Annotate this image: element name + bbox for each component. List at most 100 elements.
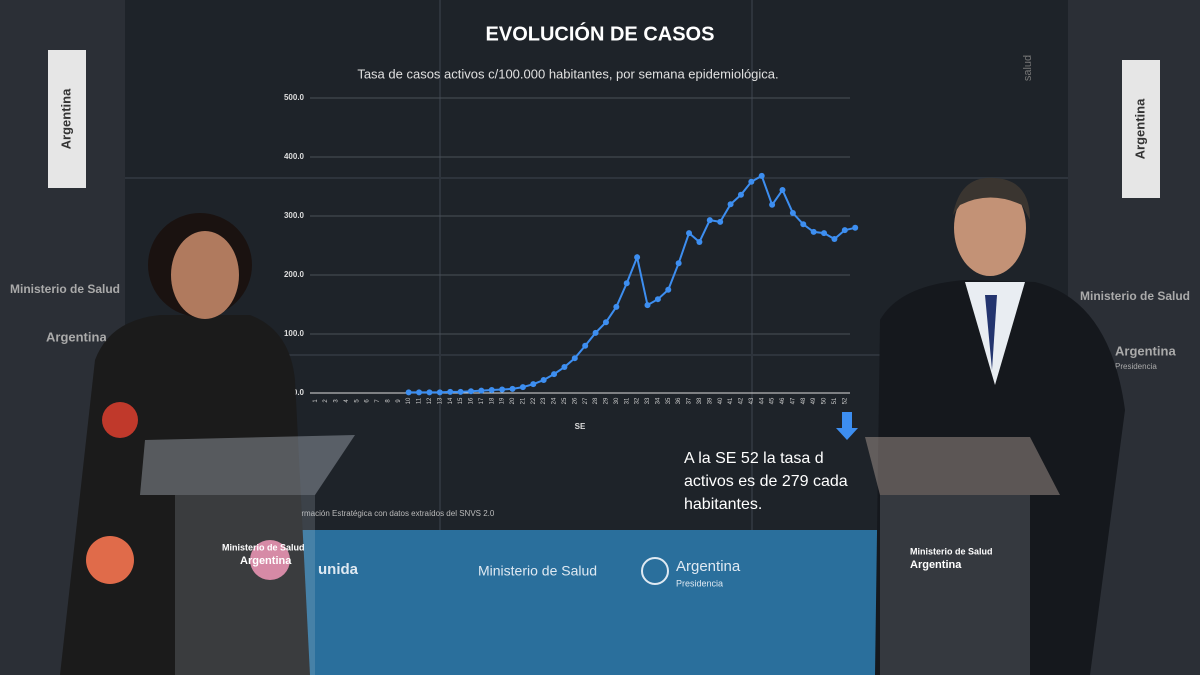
logo-plate — [1122, 60, 1160, 198]
x-tick-label: 43 — [749, 397, 755, 404]
data-point — [654, 296, 661, 303]
data-point — [737, 191, 744, 198]
data-point — [478, 387, 485, 394]
annotation: A la SE 52 la tasa d — [684, 450, 824, 467]
data-point — [509, 385, 516, 392]
dress-pattern — [86, 536, 134, 584]
x-tick-label: 52 — [842, 397, 848, 404]
x-tick-label: 48 — [801, 397, 807, 404]
data-point — [561, 364, 568, 371]
x-tick-label: 10 — [406, 397, 412, 404]
data-point — [789, 210, 796, 217]
lectern-label: Ministerio de Salud — [222, 542, 305, 552]
x-tick-label: 5 — [354, 399, 360, 403]
data-point — [540, 377, 547, 384]
data-point — [675, 260, 682, 267]
x-tick-label: 7 — [375, 399, 381, 403]
data-point — [758, 172, 765, 179]
chart-title: EVOLUCIÓN DE CASOS — [486, 21, 715, 45]
x-tick-label: 46 — [780, 397, 786, 404]
data-point — [519, 384, 526, 391]
x-tick-label: 6 — [365, 399, 371, 403]
data-point — [467, 388, 474, 395]
x-axis-label: SE — [575, 422, 586, 431]
x-tick-label: 33 — [645, 397, 651, 404]
x-tick-label: 13 — [437, 397, 443, 404]
lectern-label: Argentina — [910, 559, 962, 571]
x-tick-label: 32 — [635, 397, 641, 404]
annotation: habitantes. — [684, 496, 762, 513]
x-tick-label: 40 — [718, 397, 724, 404]
x-tick-label: 51 — [832, 397, 838, 404]
x-tick-label: 38 — [697, 397, 703, 404]
tie — [985, 295, 997, 370]
lectern-right — [865, 437, 1060, 495]
arrow — [836, 412, 858, 440]
data-point — [582, 342, 589, 349]
presidency: Presidencia — [1115, 362, 1157, 371]
x-tick-label: 26 — [572, 397, 578, 404]
data-point — [852, 224, 859, 231]
x-tick-label: 50 — [822, 397, 828, 404]
x-tick-label: 23 — [541, 397, 547, 404]
x-tick-label: 28 — [593, 397, 599, 404]
x-tick-label: 19 — [500, 397, 506, 404]
data-point — [551, 371, 558, 378]
country: Argentina — [46, 329, 107, 344]
banner-country: Argentina — [676, 558, 741, 575]
x-tick-label: 37 — [687, 397, 693, 404]
x-tick-label: 17 — [479, 397, 485, 404]
data-point — [748, 178, 755, 185]
y-tick-label: 200.0 — [284, 270, 305, 279]
data-point — [769, 201, 776, 208]
x-tick-label: 1 — [313, 399, 319, 403]
x-tick-label: 21 — [520, 397, 526, 404]
x-tick-label: 39 — [707, 397, 713, 404]
shirt — [965, 282, 1025, 385]
brand: Argentina — [1132, 98, 1147, 159]
data-point — [665, 286, 672, 293]
data-point — [717, 218, 724, 225]
emblem — [641, 557, 669, 585]
x-tick-label: 3 — [334, 399, 340, 403]
chart-subtitle: Tasa de casos activos c/100.000 habitant… — [357, 66, 778, 81]
lectern-left — [140, 435, 355, 495]
y-tick-label: 300.0 — [284, 211, 305, 220]
x-tick-label: 20 — [510, 397, 516, 404]
data-point — [436, 389, 443, 396]
x-tick-label: 30 — [614, 397, 620, 404]
y-tick-label: 500.0 — [284, 93, 305, 102]
data-point — [530, 381, 537, 388]
data-point — [634, 254, 641, 261]
data-point — [686, 230, 693, 237]
x-tick-label: 31 — [624, 397, 630, 404]
x-tick-label: 18 — [489, 397, 495, 404]
data-point — [602, 319, 609, 326]
side-label: salud — [1022, 55, 1034, 81]
country: Argentina — [1115, 343, 1176, 358]
x-tick-label: 9 — [396, 399, 402, 403]
lectern-right-stand — [880, 495, 1030, 675]
x-tick-label: 15 — [458, 397, 464, 404]
brand: Argentina — [58, 88, 73, 149]
source: Información Estratégica con datos extraí… — [288, 509, 495, 518]
data-point — [426, 389, 433, 396]
hair — [953, 177, 1030, 220]
x-tick-label: 14 — [448, 397, 454, 404]
x-tick-label: 2 — [323, 399, 329, 403]
data-point — [447, 388, 454, 395]
y-tick-label: 400.0 — [284, 152, 305, 161]
data-point — [696, 238, 703, 245]
x-tick-label: 49 — [811, 397, 817, 404]
dress-pattern — [250, 540, 290, 580]
banner-presidency: Presidencia — [676, 578, 723, 588]
data-point — [821, 230, 828, 237]
data-point — [499, 386, 506, 393]
y-tick-label: 100.0 — [284, 329, 305, 338]
data-point — [810, 228, 817, 235]
x-tick-label: 29 — [604, 397, 610, 404]
x-tick-label: 24 — [552, 397, 558, 404]
x-tick-label: 4 — [344, 399, 350, 403]
lectern-label: Argentina — [240, 555, 292, 567]
